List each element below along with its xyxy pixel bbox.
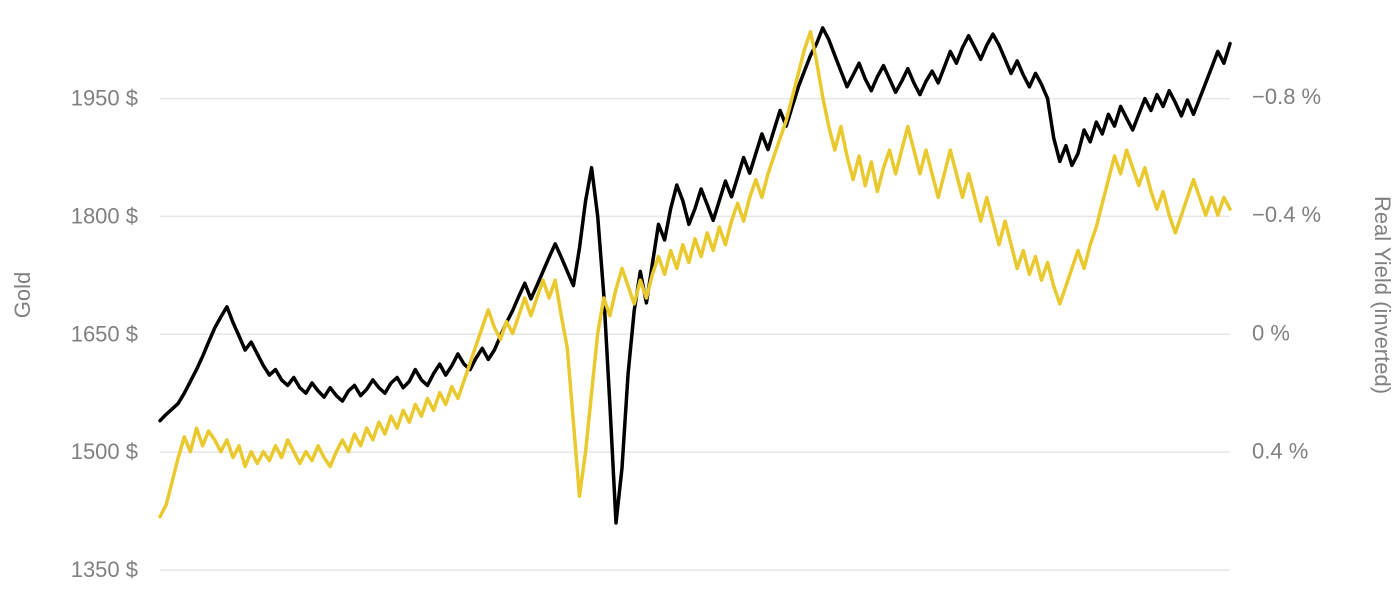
left-axis-tick-label: 1500 $ xyxy=(71,439,138,464)
chart-svg: 1350 $ 1500 $ 1650 $ 1800 $ 1950 $ −0.8 % −0.4… xyxy=(0,0,1400,600)
right-axis-tick-label: 0 % xyxy=(1252,320,1290,345)
left-axis-title: Gold xyxy=(10,272,35,318)
left-axis-tick-label: 1350 $ xyxy=(71,557,138,582)
right-axis-tick-label: −0.8 % xyxy=(1252,84,1321,109)
real_yield_inverted-line xyxy=(160,32,1230,517)
gold-vs-real-yield-chart: 1350 $ 1500 $ 1650 $ 1800 $ 1950 $ −0.8 % −0.4… xyxy=(0,0,1400,600)
left-axis-tick-label: 1650 $ xyxy=(71,321,138,346)
right-axis-tick-label: −0.4 % xyxy=(1252,202,1321,227)
left-axis-tick-label: 1800 $ xyxy=(71,203,138,228)
right-axis-title: Real Yield (inverted) xyxy=(1370,196,1395,394)
right-axis-tick-label: 0.4 % xyxy=(1252,439,1308,464)
left-axis-tick-label: 1950 $ xyxy=(71,86,138,111)
